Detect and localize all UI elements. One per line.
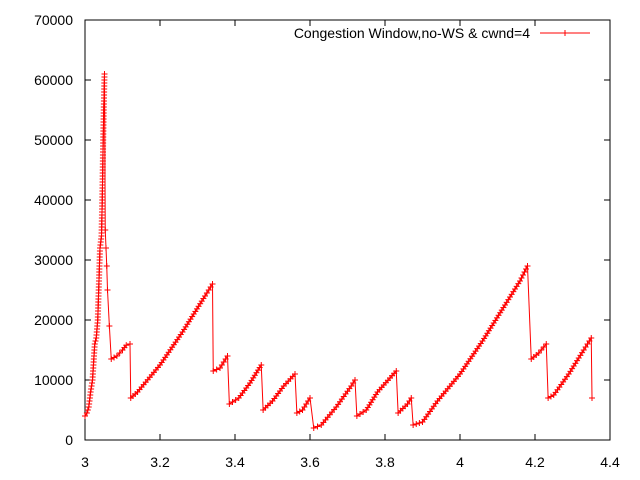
ramp-marker [357, 411, 363, 417]
data-point-marker [224, 353, 231, 359]
ramp-marker [520, 272, 526, 278]
y-tick-label: 10000 [34, 372, 73, 388]
ramp-marker [84, 407, 91, 413]
data-point-marker [293, 410, 300, 416]
x-tick-label: 4 [456, 454, 464, 470]
data-point-marker [210, 368, 217, 374]
ramp-marker [518, 275, 525, 281]
ramp-marker [229, 399, 236, 405]
y-tick-label: 20000 [34, 312, 73, 328]
data-point-marker [123, 342, 130, 349]
plot-frame [84, 19, 611, 441]
legend: Congestion Window,no-WS & cwnd=4 [294, 25, 590, 41]
data-point-marker [103, 245, 109, 251]
data-point-marker [393, 368, 400, 374]
x-tick-label: 3 [81, 454, 89, 470]
data-point-marker [91, 341, 98, 347]
data-point-marker [545, 395, 552, 401]
y-tick-label: 30000 [34, 252, 73, 268]
data-point-marker [104, 287, 111, 293]
data-point-marker [310, 425, 317, 431]
ramp-marker [360, 409, 367, 415]
data-point-marker [106, 323, 113, 329]
data-point-marker [588, 335, 595, 341]
data-point-marker [127, 341, 133, 347]
ramp-marker [416, 420, 423, 426]
data-point-marker [543, 341, 550, 347]
data-point-marker [524, 263, 531, 269]
data-point-marker [307, 395, 313, 401]
data-point-marker [258, 362, 265, 368]
ramp-marker [116, 350, 123, 356]
ramp-marker [232, 397, 239, 403]
ramp-marker [111, 354, 118, 361]
x-tick-label: 3.4 [225, 454, 245, 470]
data-point-marker [103, 263, 110, 269]
x-tick-label: 3.6 [300, 454, 320, 470]
data-point-marker [353, 413, 360, 419]
y-tick-label: 0 [65, 432, 73, 448]
ramp-marker [213, 366, 220, 373]
x-tick-label: 3.8 [375, 454, 395, 470]
data-point-marker [589, 395, 595, 401]
data-point-marker [101, 71, 108, 77]
data-point-marker [292, 371, 298, 377]
ramp-marker [521, 269, 528, 275]
legend-marker [562, 30, 568, 36]
x-tick-label: 3.2 [150, 454, 170, 470]
x-tick-label: 4.2 [525, 454, 545, 470]
ramp-marker [547, 393, 554, 400]
ramp-marker [413, 421, 420, 427]
data-point-marker [352, 377, 358, 383]
y-tick-label: 60000 [34, 72, 73, 88]
data-point-marker [408, 395, 415, 401]
data-point-marker [410, 422, 417, 428]
data-point-marker [226, 401, 233, 407]
data-point-marker [108, 356, 115, 362]
axes: 3 3.2 3.4 3.6 3.8 4 4.2 4.4 0 10000 20000 30000 4000… [34, 12, 620, 470]
data-point-marker [113, 353, 120, 359]
y-tick-label: 40000 [34, 192, 73, 208]
x-tick-label: 4.4 [600, 454, 620, 470]
ramp-marker [314, 423, 321, 430]
data-point-marker [102, 227, 109, 233]
data-point-marker [209, 281, 216, 287]
y-tick-label: 50000 [34, 132, 73, 148]
ramp-marker [296, 408, 303, 415]
data-point-marker [83, 410, 90, 416]
ramp-marker [92, 338, 99, 344]
legend-label: Congestion Window,no-WS & cwnd=4 [294, 25, 530, 41]
y-tick-label: 70000 [34, 12, 73, 28]
series-line [84, 73, 593, 429]
series-layer [82, 71, 595, 431]
